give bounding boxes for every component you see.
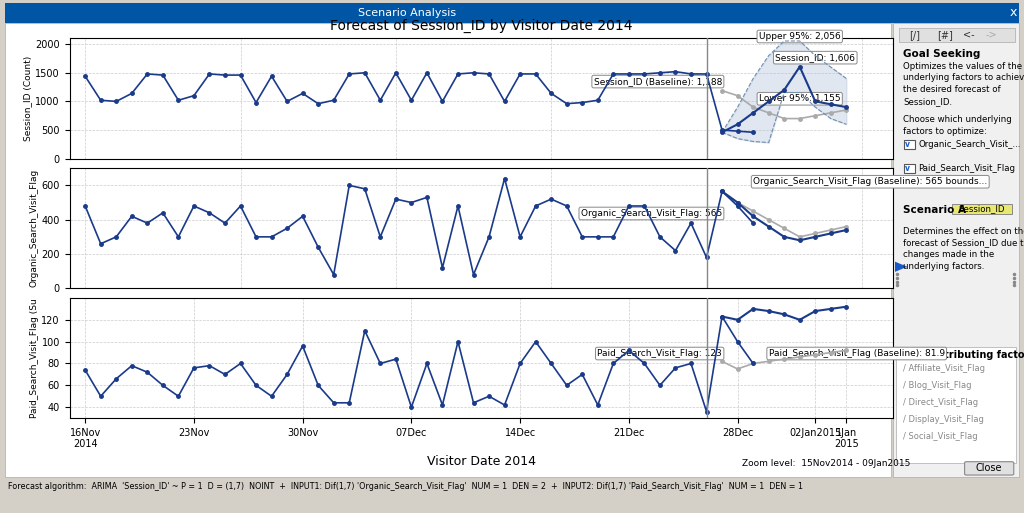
Text: Organic_Search_Visit_Flag: 565: Organic_Search_Visit_Flag: 565 (581, 209, 722, 218)
Text: Choose which underlying
factors to optimize:: Choose which underlying factors to optim… (903, 115, 1012, 136)
FancyBboxPatch shape (893, 23, 1019, 477)
Text: [/]: [/] (909, 30, 921, 40)
Text: Forecast algorithm:  ARIMA  'Session_ID' ~ P = 1  D = (1,7)  NOINT  +  INPUT1: D: Forecast algorithm: ARIMA 'Session_ID' ~… (8, 482, 803, 491)
FancyBboxPatch shape (904, 140, 915, 149)
Text: Organic_Search_Visit_Flag (Baseline): 565 bounds...: Organic_Search_Visit_Flag (Baseline): 56… (753, 177, 987, 186)
Text: Optimizes the values of the
underlying factors to achieve
the desired forecast o: Optimizes the values of the underlying f… (903, 62, 1024, 106)
Title: Forecast of Session_ID by Visitor Date 2014: Forecast of Session_ID by Visitor Date 2… (330, 19, 633, 33)
Y-axis label: Session_ID (Count): Session_ID (Count) (24, 56, 33, 141)
Text: Session_ID: Session_ID (958, 204, 1006, 213)
Text: Session_ID (Baseline): 1,188: Session_ID (Baseline): 1,188 (594, 77, 722, 86)
Text: Determines the effect on the
forecast of Session_ID due to
changes made in the
u: Determines the effect on the forecast of… (903, 227, 1024, 271)
FancyBboxPatch shape (5, 3, 1019, 23)
FancyBboxPatch shape (896, 347, 1016, 463)
Text: Scenario Analysis: Scenario Analysis (358, 8, 457, 18)
X-axis label: Visitor Date 2014: Visitor Date 2014 (427, 455, 536, 468)
Text: / Direct_Visit_Flag: / Direct_Visit_Flag (903, 398, 978, 407)
Text: x: x (1010, 6, 1017, 19)
FancyBboxPatch shape (904, 164, 915, 173)
Text: Lower 95%: 1,155: Lower 95%: 1,155 (759, 94, 841, 103)
Text: Zoom level:  15Nov2014 - 09Jan2015: Zoom level: 15Nov2014 - 09Jan2015 (742, 459, 910, 468)
Polygon shape (895, 262, 907, 272)
Text: / Display_Visit_Flag: / Display_Visit_Flag (903, 415, 984, 424)
Text: / Affiliate_Visit_Flag: / Affiliate_Visit_Flag (903, 364, 985, 373)
Text: Noncontributing factors:: Noncontributing factors: (903, 350, 1024, 360)
Text: / Social_Visit_Flag: / Social_Visit_Flag (903, 432, 978, 441)
Text: v: v (905, 140, 909, 149)
Text: v: v (905, 164, 909, 173)
Text: / Blog_Visit_Flag: / Blog_Visit_Flag (903, 381, 972, 390)
Text: Organic_Search_Visit_...: Organic_Search_Visit_... (919, 140, 1021, 149)
FancyBboxPatch shape (5, 23, 891, 477)
Text: <-: <- (963, 30, 974, 40)
Text: Goal Seeking: Goal Seeking (903, 49, 981, 58)
FancyBboxPatch shape (899, 28, 1015, 42)
Y-axis label: Organic_Search_Visit_Flag: Organic_Search_Visit_Flag (30, 169, 39, 287)
Text: ->: -> (985, 30, 996, 40)
Text: Paid_Search_Visit_Flag: Paid_Search_Visit_Flag (919, 164, 1016, 173)
Text: Upper 95%: 2,056: Upper 95%: 2,056 (759, 32, 841, 41)
Text: Paid_Search_Visit_Flag (Baseline): 81.9: Paid_Search_Visit_Flag (Baseline): 81.9 (769, 349, 945, 358)
Text: Scenario A: Scenario A (903, 205, 967, 215)
FancyBboxPatch shape (952, 204, 1012, 214)
Text: Close: Close (976, 463, 1002, 473)
FancyBboxPatch shape (965, 462, 1014, 475)
Y-axis label: Paid_Search_Visit_Flag (Su: Paid_Search_Visit_Flag (Su (30, 298, 39, 418)
Text: [#]: [#] (937, 30, 953, 40)
Text: Paid_Search_Visit_Flag: 123: Paid_Search_Visit_Flag: 123 (597, 349, 722, 358)
Text: Session_ID: 1,606: Session_ID: 1,606 (775, 53, 855, 62)
